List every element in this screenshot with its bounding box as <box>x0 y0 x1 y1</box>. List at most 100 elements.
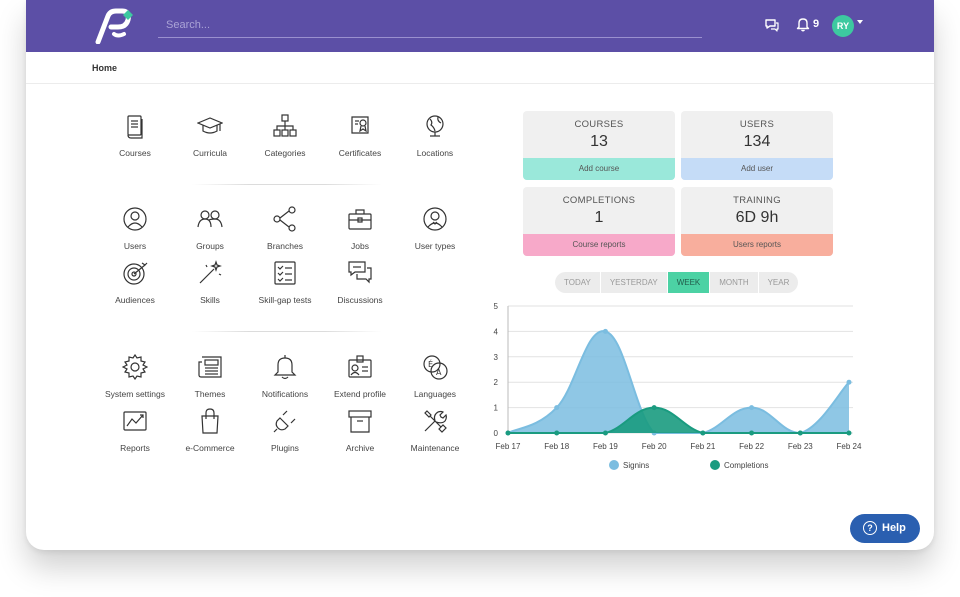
chat-icon[interactable] <box>764 17 780 33</box>
logo-icon[interactable] <box>92 8 136 44</box>
series-area-2 <box>508 407 849 433</box>
x-tick-label: Feb 24 <box>837 442 862 451</box>
tile-jobs[interactable]: Jobs <box>322 206 398 256</box>
tile-plugins[interactable]: Plugins <box>247 408 323 458</box>
tile-label: e-Commerce <box>185 443 235 453</box>
avatar[interactable]: RY <box>832 15 854 37</box>
x-tick-label: Feb 19 <box>593 442 618 451</box>
y-tick-label: 4 <box>494 327 499 336</box>
app-window: Search... 9 RY Home Courses Curricula Ca… <box>26 0 934 550</box>
help-button[interactable]: ? Help <box>850 514 920 543</box>
tile-groups[interactable]: Groups <box>172 206 248 256</box>
series-line-2 <box>507 406 849 434</box>
data-point <box>602 430 608 436</box>
tile-discussions[interactable]: Discussions <box>322 260 398 310</box>
period-week[interactable]: WEEK <box>667 272 711 293</box>
tile-label: Branches <box>267 241 303 251</box>
tile-label: Themes <box>194 389 226 399</box>
breadcrumb-home[interactable]: Home <box>92 63 118 73</box>
period-year[interactable]: YEAR <box>767 278 790 287</box>
tile-notifications[interactable]: Notifications <box>247 354 323 404</box>
target-icon <box>123 262 148 285</box>
x-tick-label: Feb 21 <box>690 442 715 451</box>
period-yesterday[interactable]: YESTERDAY <box>601 272 668 293</box>
add-user-button[interactable]: Add user <box>681 158 833 180</box>
stat-card-completions: COMPLETIONS 1 Course reports <box>523 187 675 256</box>
tile-branches[interactable]: Branches <box>247 206 323 256</box>
tile-skill-gap-tests[interactable]: Skill-gap tests <box>247 260 323 310</box>
tile-extend-profile[interactable]: Extend profile <box>322 354 398 404</box>
stat-value: 13 <box>590 133 608 150</box>
tile-label: Categories <box>264 148 306 158</box>
newspaper-icon <box>198 356 222 378</box>
svg-text:A: A <box>436 368 442 377</box>
tile-categories[interactable]: Categories <box>247 113 323 163</box>
tile-certificates[interactable]: Certificates <box>322 113 398 163</box>
stat-card-users: USERS 134 Add user <box>681 111 833 180</box>
tile-users[interactable]: Users <box>97 206 173 256</box>
legend-label: Signins <box>623 461 649 470</box>
data-point <box>505 430 511 436</box>
gear-icon <box>122 354 148 380</box>
tile-courses[interactable]: Courses <box>97 113 173 163</box>
y-tick-label: 0 <box>494 429 499 438</box>
tile-label: User types <box>414 241 456 251</box>
period-today[interactable]: TODAY <box>555 272 601 293</box>
divider <box>192 184 382 185</box>
tile-themes[interactable]: Themes <box>172 354 248 404</box>
data-point <box>797 430 803 436</box>
tile-curricula[interactable]: Curricula <box>172 113 248 163</box>
tile-label: Archive <box>345 443 375 453</box>
users-reports-button[interactable]: Users reports <box>681 234 833 256</box>
chart-icon <box>123 411 147 431</box>
stat-title: TRAINING <box>733 195 781 206</box>
tile-system-settings[interactable]: System settings <box>97 354 173 404</box>
hierarchy-icon <box>273 114 297 137</box>
tile-label: Locations <box>416 148 454 158</box>
bell-icon[interactable] <box>796 16 810 32</box>
tools-icon <box>424 410 447 433</box>
tile-label: Groups <box>196 241 224 251</box>
book-icon <box>127 115 143 139</box>
stat-value: 1 <box>594 209 604 226</box>
group-icon <box>197 210 223 228</box>
stat-title: COMPLETIONS <box>562 195 636 206</box>
data-point <box>602 328 608 334</box>
graduation-cap-icon <box>197 117 223 134</box>
tile-skills[interactable]: Skills <box>172 260 248 310</box>
data-point <box>749 430 755 436</box>
discussion-icon <box>348 261 372 284</box>
notification-count: 9 <box>813 18 820 30</box>
stat-value: 134 <box>743 133 771 150</box>
search-input[interactable]: Search... <box>158 14 702 38</box>
breadcrumb: Home <box>26 52 934 84</box>
course-reports-button[interactable]: Course reports <box>523 234 675 256</box>
tile-maintenance[interactable]: Maintenance <box>397 408 473 458</box>
tile-reports[interactable]: Reports <box>97 408 173 458</box>
tile-label: Courses <box>119 148 151 158</box>
chevron-down-icon[interactable] <box>857 20 863 24</box>
add-course-button[interactable]: Add course <box>523 158 675 180</box>
checklist-icon <box>274 261 296 285</box>
data-point <box>554 405 560 411</box>
tile-archive[interactable]: Archive <box>322 408 398 458</box>
tile-ecommerce[interactable]: e-Commerce <box>172 408 248 458</box>
tile-label: Audiences <box>115 295 155 305</box>
data-point <box>749 405 755 411</box>
data-point <box>846 379 852 385</box>
data-point <box>700 430 706 436</box>
stat-card-training: TRAINING 6D 9h Users reports <box>681 187 833 256</box>
tile-locations[interactable]: Locations <box>397 113 473 163</box>
tile-user-types[interactable]: User types <box>397 206 473 256</box>
question-icon: ? <box>863 521 877 535</box>
tile-audiences[interactable]: Audiences <box>97 260 173 310</box>
magic-wand-icon <box>199 260 222 284</box>
shopping-bag-icon <box>201 408 219 434</box>
tile-label: Certificates <box>338 148 382 158</box>
period-month[interactable]: MONTH <box>710 272 759 293</box>
x-tick-label: Feb 20 <box>642 442 667 451</box>
tile-label: Skill-gap tests <box>258 295 312 305</box>
y-tick-label: 5 <box>494 302 499 311</box>
x-tick-label: Feb 22 <box>739 442 764 451</box>
